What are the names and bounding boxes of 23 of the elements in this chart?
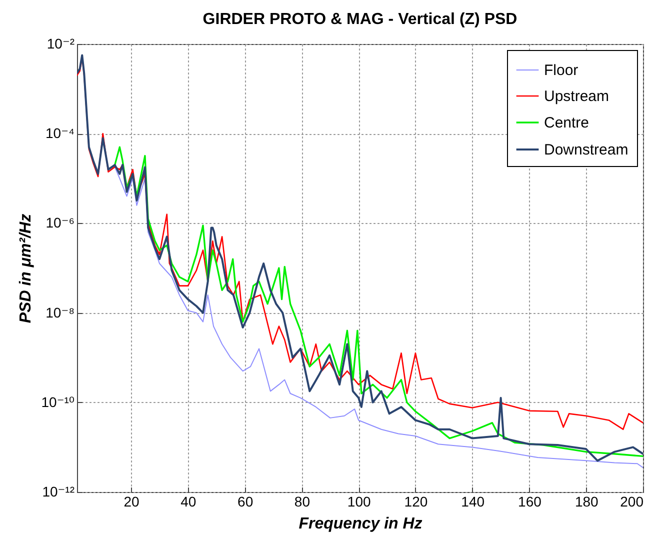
legend-label: Centre	[544, 114, 590, 132]
x-tick-label: 80	[294, 494, 310, 510]
legend-label: Floor	[544, 62, 578, 79]
x-tick-label: 160	[518, 494, 542, 510]
x-tick-label: 40	[180, 494, 196, 510]
y-tick-label: 10⁻¹²	[42, 484, 75, 500]
y-axis-title: PSD in μm²/Hz	[17, 214, 34, 324]
y-tick-label: 10⁻⁶	[46, 214, 74, 231]
x-axis-title: Frequency in Hz	[298, 516, 422, 532]
x-tick-label: 180	[574, 494, 599, 510]
y-tick-label: 10⁻²	[46, 36, 75, 52]
legend-label: Upstream	[544, 88, 610, 105]
x-tick-label: 20	[124, 494, 140, 510]
y-tick-label: 10⁻⁸	[46, 304, 75, 320]
x-tick-label: 140	[461, 494, 485, 510]
x-tick-label: 120	[404, 494, 428, 510]
y-tick-label: 10⁻⁴	[46, 125, 74, 142]
x-tick-label: 200	[620, 494, 644, 510]
x-tick-label: 100	[347, 494, 371, 510]
y-tick-label: 10⁻¹⁰	[41, 394, 75, 410]
legend-label: Downstream	[544, 142, 628, 158]
x-tick-label: 60	[238, 494, 254, 510]
chart-title: GIRDER PROTO & MAG - Vertical (Z) PSD	[202, 11, 518, 28]
